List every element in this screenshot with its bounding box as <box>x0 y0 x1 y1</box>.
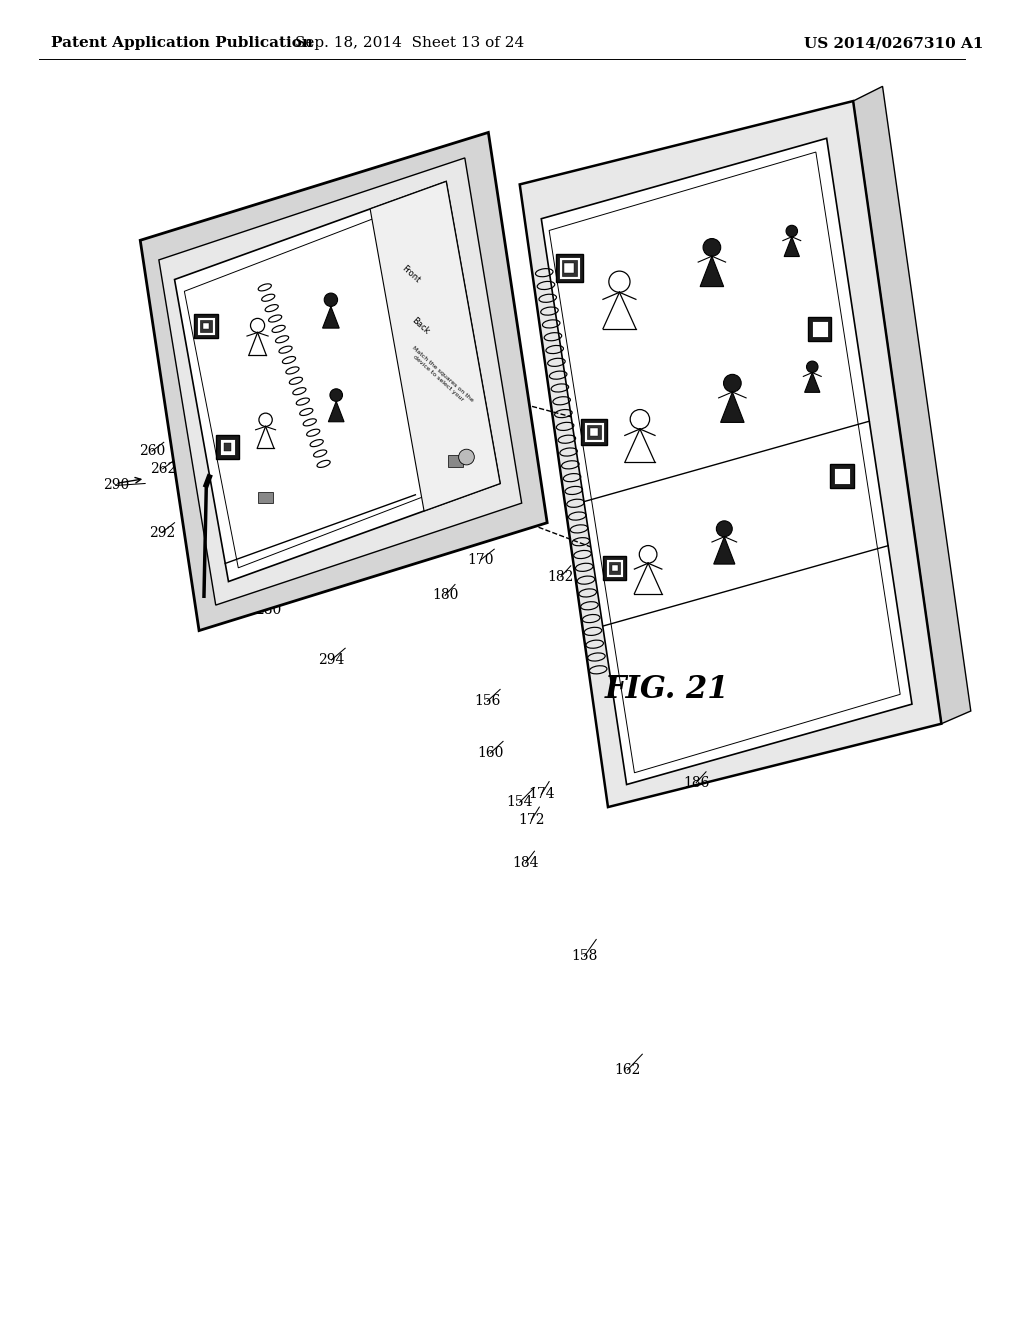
Text: 266: 266 <box>203 587 228 602</box>
Text: 232: 232 <box>452 508 478 521</box>
Bar <box>447 455 464 467</box>
Bar <box>200 321 212 331</box>
Bar <box>611 565 617 570</box>
Circle shape <box>703 239 721 256</box>
Circle shape <box>807 362 818 372</box>
Text: 264: 264 <box>220 570 247 583</box>
Bar <box>582 420 607 445</box>
Bar <box>559 257 581 279</box>
Text: 184: 184 <box>512 855 539 870</box>
Text: 168: 168 <box>458 519 484 533</box>
Polygon shape <box>140 132 547 631</box>
Polygon shape <box>520 102 941 807</box>
Bar <box>220 440 236 454</box>
Bar <box>564 263 574 273</box>
Polygon shape <box>174 181 500 582</box>
Polygon shape <box>853 86 971 723</box>
Bar <box>223 444 231 450</box>
Text: Front: Front <box>399 264 422 285</box>
Bar <box>258 491 273 503</box>
Text: FIG. 21: FIG. 21 <box>604 675 729 705</box>
Circle shape <box>717 521 732 537</box>
Polygon shape <box>542 139 912 784</box>
Text: 160: 160 <box>477 746 504 760</box>
Bar <box>808 317 831 341</box>
Text: Back: Back <box>410 315 430 337</box>
Polygon shape <box>159 158 521 605</box>
Polygon shape <box>805 372 820 392</box>
Text: 162: 162 <box>614 1063 641 1077</box>
Bar <box>195 314 218 338</box>
Text: 170: 170 <box>467 553 494 568</box>
Bar <box>608 562 621 574</box>
Text: 230: 230 <box>199 593 225 606</box>
Bar <box>590 428 598 436</box>
Bar <box>603 556 627 579</box>
Bar <box>216 436 240 458</box>
Text: Match the squares on the
device to select your: Match the squares on the device to selec… <box>407 346 474 408</box>
Circle shape <box>724 375 741 392</box>
Bar <box>834 469 850 484</box>
Text: 262: 262 <box>150 462 176 475</box>
Text: 158: 158 <box>571 949 598 964</box>
Bar <box>606 560 624 577</box>
Bar <box>203 323 209 329</box>
Polygon shape <box>329 401 344 422</box>
Bar <box>812 321 827 337</box>
Text: 294: 294 <box>318 653 345 667</box>
Text: 290: 290 <box>102 478 129 492</box>
Text: 280: 280 <box>255 603 281 616</box>
Text: 180: 180 <box>432 589 459 602</box>
Circle shape <box>459 449 474 465</box>
Polygon shape <box>784 236 800 256</box>
Text: 154: 154 <box>507 795 532 809</box>
Polygon shape <box>714 537 735 564</box>
Text: 182: 182 <box>548 570 574 583</box>
Circle shape <box>325 293 338 306</box>
Text: 172: 172 <box>518 813 545 826</box>
Text: 292: 292 <box>148 525 175 540</box>
Text: US 2014/0267310 A1: US 2014/0267310 A1 <box>804 36 984 50</box>
Text: 156: 156 <box>474 694 501 709</box>
Bar <box>585 422 604 442</box>
Circle shape <box>330 389 342 401</box>
Bar <box>830 465 854 488</box>
Text: 260: 260 <box>139 444 165 458</box>
Bar <box>198 317 215 335</box>
Polygon shape <box>370 181 500 511</box>
Polygon shape <box>700 256 724 286</box>
Text: 174: 174 <box>528 787 555 801</box>
Polygon shape <box>721 392 744 422</box>
Polygon shape <box>323 306 339 329</box>
Text: Patent Application Publication: Patent Application Publication <box>51 36 313 50</box>
Bar <box>588 425 601 440</box>
Text: 186: 186 <box>683 776 710 789</box>
Bar <box>556 255 583 281</box>
Text: Sep. 18, 2014  Sheet 13 of 24: Sep. 18, 2014 Sheet 13 of 24 <box>295 36 524 50</box>
Circle shape <box>786 226 798 236</box>
Bar <box>561 260 578 276</box>
